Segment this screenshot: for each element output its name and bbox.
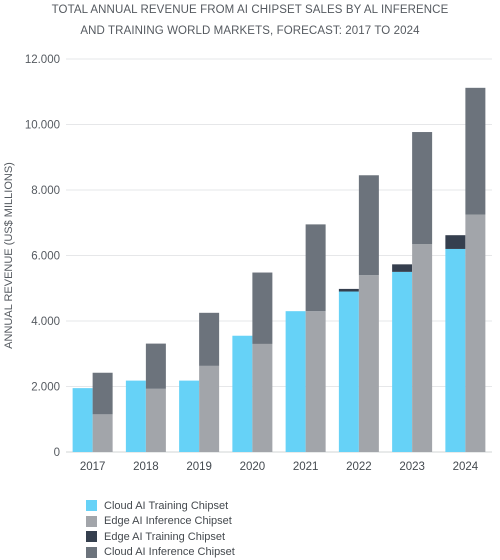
bar <box>445 248 466 452</box>
chart-title-line-2: AND TRAINING WORLD MARKETS, FORECAST: 20… <box>80 25 420 37</box>
bar <box>412 132 433 245</box>
legend-label: Edge AI Inference Chipset <box>104 515 232 528</box>
bar <box>145 388 166 452</box>
bar <box>338 288 359 292</box>
chart-legend: Cloud AI Training Chipset Edge AI Inferen… <box>86 498 235 560</box>
legend-label: Cloud AI Training Chipset <box>104 499 229 512</box>
chart-title-line-1: TOTAL ANNUAL REVENUE FROM AI CHIPSET SAL… <box>51 4 449 16</box>
y-tick-label: 0 <box>54 447 60 459</box>
bar <box>252 272 273 344</box>
legend-item: Cloud AI Training Chipset <box>86 498 235 514</box>
x-tick-label: 2020 <box>240 461 266 473</box>
bar <box>199 312 220 366</box>
legend-swatch <box>86 515 97 527</box>
y-tick-label: 8.000 <box>31 185 60 197</box>
bar <box>125 380 146 452</box>
bar <box>465 214 486 452</box>
y-tick-label: 10.000 <box>25 120 60 132</box>
x-tick-label: 2021 <box>293 461 319 473</box>
legend-item: Edge AI Training Chipset <box>86 529 235 545</box>
x-tick-label: 2018 <box>133 461 159 473</box>
bar <box>232 335 253 452</box>
x-tick-label: 2017 <box>80 461 106 473</box>
legend-swatch <box>86 531 97 543</box>
bar <box>412 244 433 452</box>
x-tick-label: 2019 <box>186 461 212 473</box>
chart-title: TOTAL ANNUAL REVENUE FROM AI CHIPSET SAL… <box>0 0 500 42</box>
bar <box>199 365 220 452</box>
bar <box>445 235 466 249</box>
y-tick-label: 4.000 <box>31 316 60 328</box>
legend-item: Cloud AI Inference Chipset <box>86 545 235 560</box>
bar <box>145 343 166 389</box>
bar <box>338 291 359 452</box>
x-tick-label: 2023 <box>399 461 425 473</box>
y-tick-label: 12.000 <box>25 54 60 66</box>
bar <box>305 224 326 312</box>
bar <box>358 175 379 276</box>
y-axis-label: ANNUAL REVENUE (US$ MILLIONS) <box>3 162 15 349</box>
bar <box>72 388 93 452</box>
legend-item: Edge AI Inference Chipset <box>86 514 235 530</box>
legend-swatch <box>86 500 97 512</box>
bar <box>285 311 306 452</box>
legend-label: Cloud AI Inference Chipset <box>104 546 235 559</box>
bar <box>305 311 326 452</box>
legend-label: Edge AI Training Chipset <box>104 530 226 543</box>
bar <box>252 343 273 452</box>
bar <box>358 275 379 452</box>
bar <box>179 380 200 452</box>
bar <box>92 372 113 415</box>
bar <box>92 414 113 452</box>
legend-swatch <box>86 546 97 558</box>
y-tick-label: 6.000 <box>31 251 60 263</box>
y-tick-label: 2.000 <box>31 382 60 394</box>
bar <box>392 271 413 452</box>
bar <box>465 87 486 215</box>
x-tick-label: 2022 <box>346 461 372 473</box>
bar <box>392 264 413 272</box>
x-tick-label: 2024 <box>453 461 479 473</box>
